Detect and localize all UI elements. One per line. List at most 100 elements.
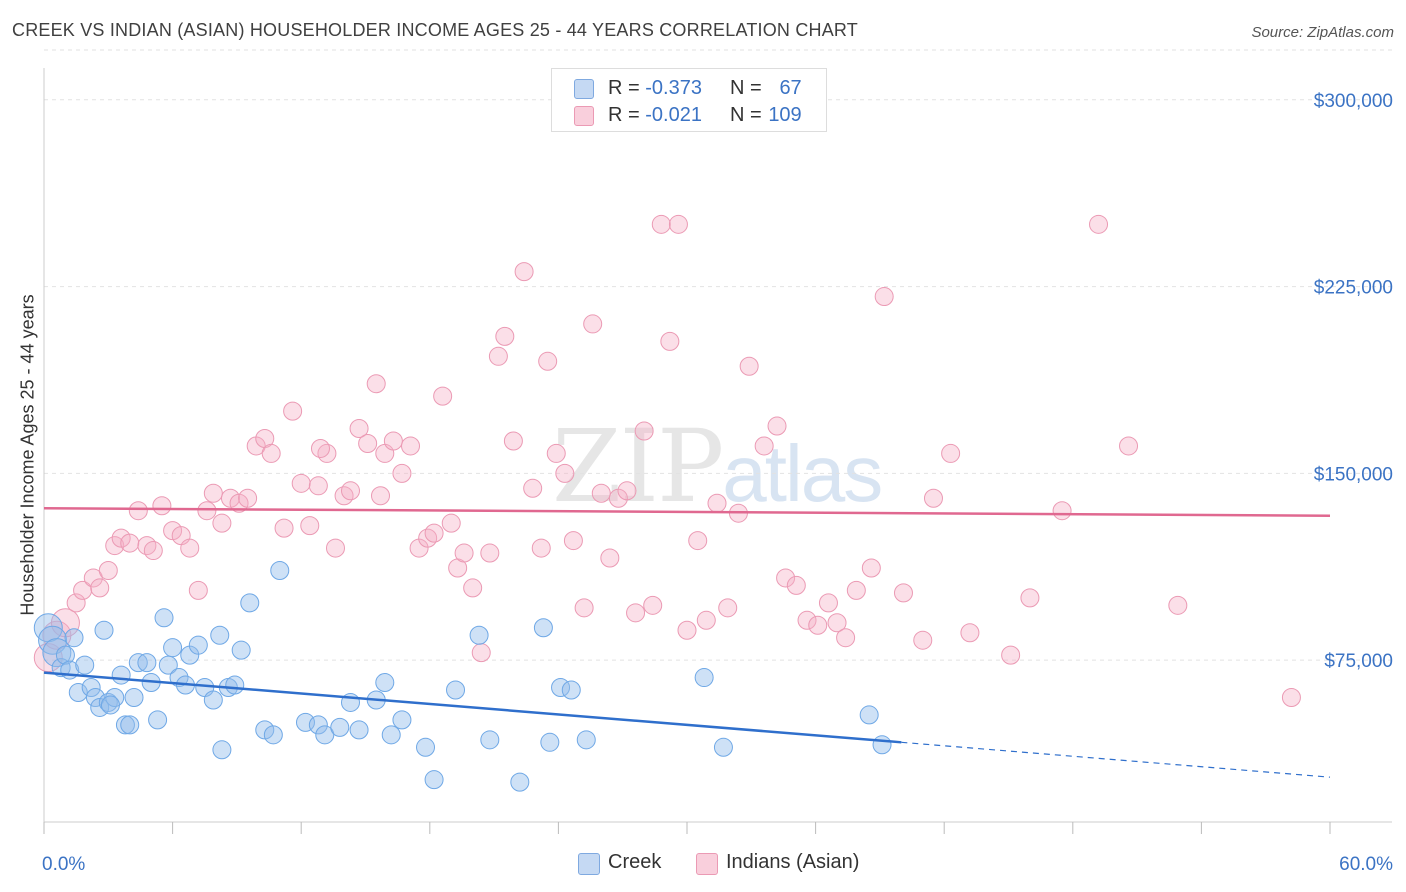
creek-n-value: 67 <box>779 77 802 99</box>
indian-trend-line <box>43 506 1331 517</box>
indian-point <box>197 501 217 521</box>
creek-point <box>533 618 553 638</box>
indian-point <box>718 598 738 618</box>
indian-point <box>767 416 787 436</box>
indian-point <box>441 513 461 533</box>
creek-point <box>68 683 88 703</box>
legend-indian-label: Indians (Asian) <box>726 851 860 873</box>
indian-n-label: N = <box>730 104 762 126</box>
indian-point <box>786 575 806 595</box>
creek-r-value: -0.373 <box>645 77 702 99</box>
indian-point <box>583 314 603 334</box>
creek-point <box>231 640 251 660</box>
indian-point <box>668 214 688 234</box>
indian-point <box>310 438 330 458</box>
creek-point <box>859 705 879 725</box>
indian-point <box>152 496 172 516</box>
creek-point <box>510 772 530 792</box>
creek-point <box>240 593 260 613</box>
indian-point <box>1020 588 1040 608</box>
indian-point <box>797 610 817 630</box>
indian-point <box>696 610 716 630</box>
indian-point <box>846 580 866 600</box>
creek-point <box>561 680 581 700</box>
creek-point <box>576 730 596 750</box>
indian-point <box>66 593 86 613</box>
indian-point <box>1168 595 1188 615</box>
indian-point <box>358 433 378 453</box>
indian-point <box>90 578 110 598</box>
indian-point <box>283 401 303 421</box>
indian-point <box>340 481 360 501</box>
watermark: ZIPatlas <box>552 408 883 525</box>
indian-point <box>1089 214 1109 234</box>
indian-point <box>514 262 534 282</box>
indian-point <box>531 538 551 558</box>
creek-point <box>115 715 135 735</box>
creek-point <box>124 687 144 707</box>
indian-point <box>212 513 232 533</box>
indian-point <box>808 615 828 635</box>
indian-point <box>392 463 412 483</box>
creek-point <box>188 635 208 655</box>
indian-point <box>688 531 708 551</box>
creek-point <box>694 668 714 688</box>
creek-point <box>137 653 157 673</box>
y-tick-label: $225,000 <box>1314 278 1393 299</box>
indian-point <box>874 287 894 307</box>
creek-point <box>540 732 560 752</box>
creek-point <box>163 638 183 658</box>
indian-point <box>1119 436 1139 456</box>
indian-point <box>677 620 697 640</box>
indian-point <box>105 536 125 556</box>
indian-point <box>495 326 515 346</box>
indian-point <box>818 593 838 613</box>
indian-point <box>261 443 281 463</box>
indian-n-value: 109 <box>768 104 802 126</box>
indian-n: N = 109 <box>730 104 802 127</box>
indian-point <box>188 580 208 600</box>
creek-point <box>64 628 84 648</box>
indian-point <box>1281 687 1301 707</box>
creek-point <box>75 655 95 675</box>
creek-point <box>416 737 436 757</box>
y-tick-label: $150,000 <box>1314 464 1393 485</box>
source-credit: Source: ZipAtlas.com <box>1251 24 1394 41</box>
creek-point <box>111 665 131 685</box>
indian-point <box>291 473 311 493</box>
creek-point <box>210 625 230 645</box>
indian-point <box>651 214 671 234</box>
creek-r-label: R = <box>608 77 640 99</box>
x-tick-label: 0.0% <box>42 854 85 875</box>
indian-point <box>238 488 258 508</box>
creek-trend-extension <box>901 741 1331 778</box>
indian-point <box>137 536 157 556</box>
indian-point <box>960 623 980 643</box>
indian-point <box>600 548 620 568</box>
indian-point <box>861 558 881 578</box>
watermark-zip: ZIP <box>552 408 724 525</box>
creek-point <box>270 560 290 580</box>
creek-point <box>98 692 118 712</box>
creek-point <box>424 770 444 790</box>
creek-swatch <box>574 79 594 99</box>
indian-r: R = -0.021 <box>608 104 702 127</box>
indian-point <box>941 443 961 463</box>
correlation-legend: R = -0.373 N = 67 R = -0.021 N = 109 <box>551 68 827 132</box>
indian-point <box>418 528 438 548</box>
creek-point <box>349 720 369 740</box>
creek-point <box>330 717 350 737</box>
creek-trend-line <box>43 671 902 744</box>
creek-point <box>120 715 140 735</box>
indian-point <box>308 476 328 496</box>
indian-point <box>120 533 140 553</box>
chart-title: CREEK VS INDIAN (ASIAN) HOUSEHOLDER INCO… <box>12 20 858 40</box>
creek-point <box>315 725 335 745</box>
indian-point <box>776 568 796 588</box>
indian-point <box>707 493 727 513</box>
indian-point <box>617 481 637 501</box>
indian-point <box>827 613 847 633</box>
indian-point <box>546 443 566 463</box>
series-legend: Creek Indians (Asian) <box>0 850 1406 878</box>
